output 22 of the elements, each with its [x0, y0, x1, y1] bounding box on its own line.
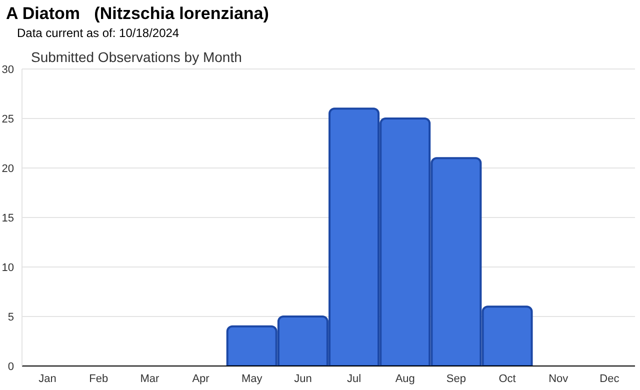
x-tick-label: Nov	[548, 372, 569, 385]
y-tick-label: 0	[8, 360, 14, 373]
y-tick-label: 30	[2, 64, 14, 76]
x-tick-label: Dec	[600, 372, 620, 385]
chart-title: A Diatom (Nitzschia lorenziana)	[6, 4, 269, 24]
y-tick-label: 5	[8, 311, 14, 324]
x-tick-label: Sep	[446, 372, 466, 385]
x-tick-label: Aug	[395, 372, 415, 385]
chart-subtitle: Data current as of: 10/18/2024	[17, 26, 180, 40]
x-tick-label: Oct	[498, 372, 516, 385]
x-tick-label: Mar	[140, 372, 160, 385]
x-tick-label: May	[241, 372, 263, 385]
x-tick-label: Jun	[294, 372, 312, 385]
y-tick-label: 20	[2, 162, 14, 175]
y-tick-label: 10	[2, 262, 14, 274]
y-tick-label: 15	[2, 212, 14, 224]
x-tick-label: Jul	[347, 372, 362, 385]
x-tick-label: Apr	[192, 372, 210, 385]
y-tick-label: 25	[2, 113, 14, 126]
x-tick-label: Feb	[89, 372, 108, 385]
text: Submitted Observations by Month	[31, 49, 242, 65]
x-tick-label: Jan	[38, 372, 56, 385]
